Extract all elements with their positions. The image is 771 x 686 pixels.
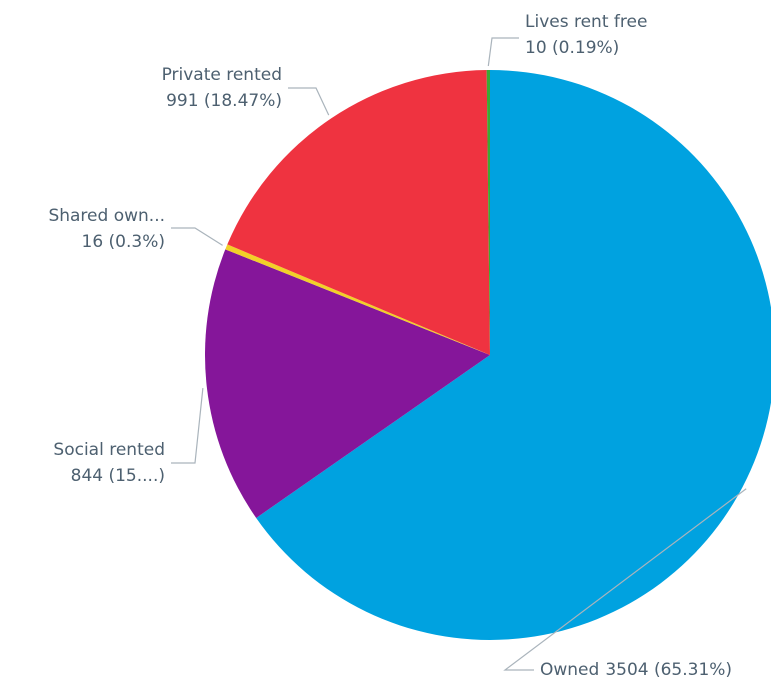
slice-value-label: 844 (15....) <box>71 466 165 486</box>
slice-label: Social rented <box>53 440 165 460</box>
leader-line <box>288 87 330 116</box>
slice-value-label: 16 (0.3%) <box>82 232 166 252</box>
slice-label: Shared own... <box>48 206 165 226</box>
pie-slice <box>486 70 490 355</box>
leader-line <box>171 227 223 246</box>
pie-slice <box>204 249 490 518</box>
leader-line <box>487 37 519 67</box>
pie-slice <box>225 244 490 355</box>
slice-label: Owned <box>540 660 599 680</box>
pie-slice <box>256 70 771 640</box>
slice-label: Private rented <box>162 65 282 85</box>
slice-value-label: 991 (18.47%) <box>166 91 282 111</box>
slice-value-label: 3504 (65.31%) <box>605 660 732 680</box>
leader-line <box>171 387 204 464</box>
leader-line <box>503 488 747 671</box>
slice-label: Lives rent free <box>525 12 647 32</box>
slice-value-label: 10 (0.19%) <box>525 38 619 58</box>
pie-slice <box>227 70 490 356</box>
